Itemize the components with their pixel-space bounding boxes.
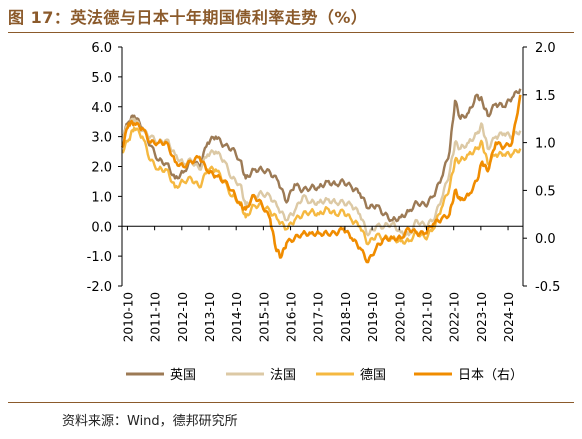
x-tick-label: 2024-10 bbox=[502, 292, 516, 342]
x-tick-label: 2018-10 bbox=[339, 292, 353, 342]
x-tick-label: 2011-10 bbox=[149, 292, 163, 342]
left-tick-label: 2.0 bbox=[91, 161, 112, 176]
left-tick-label: 3.0 bbox=[91, 131, 112, 146]
axes-layer: -2.0 -1.0 0.0 1.0 2.0 3.0 4.0 5.0 6.0 -0.5 0.0 0.5 1… bbox=[87, 41, 561, 342]
right-tick-label: -0.5 bbox=[535, 280, 560, 295]
left-tick-label: 4.0 bbox=[91, 101, 112, 116]
left-tick-label: 6.0 bbox=[91, 41, 112, 56]
x-tick-label: 2010-10 bbox=[121, 292, 135, 342]
series-line-3 bbox=[120, 94, 522, 264]
x-tick-label: 2012-10 bbox=[176, 292, 190, 342]
series-line-2 bbox=[121, 126, 522, 246]
left-tick-label: 0.0 bbox=[91, 220, 112, 235]
left-tick-label: 1.0 bbox=[91, 190, 112, 205]
x-tick-label: 2021-10 bbox=[420, 292, 434, 342]
chart-title: 图 17：英法德与日本十年期国债利率走势（%） bbox=[8, 8, 368, 27]
legend-label-2: 德国 bbox=[360, 368, 386, 383]
left-tick-label: -1.0 bbox=[87, 250, 112, 265]
left-tick-label: -2.0 bbox=[87, 280, 112, 295]
legend-label-0: 英国 bbox=[170, 368, 196, 383]
source-note: 资料来源：Wind，德邦研究所 bbox=[62, 414, 238, 429]
legend: 英国 法国 德国 日本（右） bbox=[126, 368, 523, 383]
x-tick-label: 2013-10 bbox=[203, 292, 217, 342]
x-tick-label: 2019-10 bbox=[366, 292, 380, 342]
x-tick-label: 2014-10 bbox=[230, 292, 244, 342]
right-tick-label: 0.5 bbox=[535, 184, 556, 199]
x-tick-label: 2017-10 bbox=[312, 292, 326, 342]
x-tick-label: 2016-10 bbox=[285, 292, 299, 342]
source-rule bbox=[8, 402, 574, 403]
title-rule bbox=[8, 32, 574, 33]
x-tick-label: 2023-10 bbox=[475, 292, 489, 342]
right-tick-label: 2.0 bbox=[535, 41, 556, 56]
right-tick-label: 1.5 bbox=[535, 89, 556, 104]
left-tick-label: 5.0 bbox=[91, 71, 112, 86]
series-line-0 bbox=[121, 88, 522, 223]
line-chart: -2.0 -1.0 0.0 1.0 2.0 3.0 4.0 5.0 6.0 -0.5 0.0 0.5 1… bbox=[87, 41, 561, 383]
x-tick-label: 2020-10 bbox=[393, 292, 407, 342]
legend-label-3: 日本（右） bbox=[458, 368, 523, 383]
right-tick-label: 1.0 bbox=[535, 137, 556, 152]
series-layer bbox=[120, 88, 522, 264]
right-tick-label: 0.0 bbox=[535, 232, 556, 247]
x-tick-label: 2022-10 bbox=[448, 292, 462, 342]
x-tick-label: 2015-10 bbox=[257, 292, 271, 342]
series-line-1 bbox=[121, 117, 522, 238]
legend-label-1: 法国 bbox=[270, 368, 296, 383]
